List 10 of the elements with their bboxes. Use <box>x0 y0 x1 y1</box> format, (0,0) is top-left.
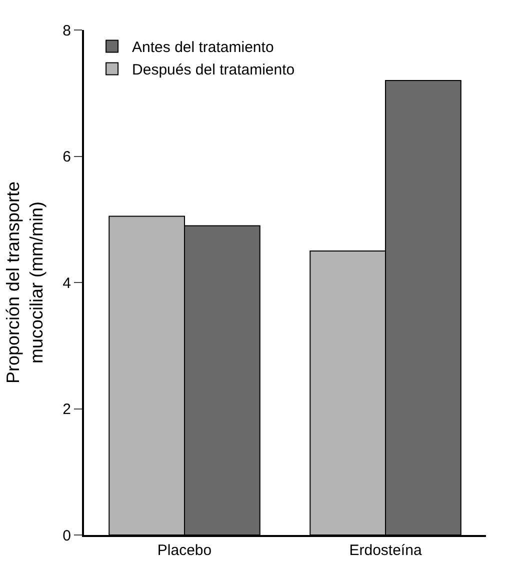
y-tick-label: 4 <box>62 274 71 292</box>
y-tick-label: 0 <box>62 527 71 544</box>
y-tick-label: 6 <box>62 148 71 166</box>
x-tick-label: Placebo <box>157 542 212 559</box>
y-tick-label: 2 <box>62 401 71 418</box>
y-tick-label: 8 <box>62 22 71 40</box>
legend-label: Antes del tratamiento <box>132 39 274 56</box>
legend-label: Después del tratamiento <box>132 62 295 79</box>
y-axis-title: Proporción del transporte mucociliar (mm/min) <box>2 181 46 384</box>
x-tick-label: Erdosteína <box>349 542 422 559</box>
